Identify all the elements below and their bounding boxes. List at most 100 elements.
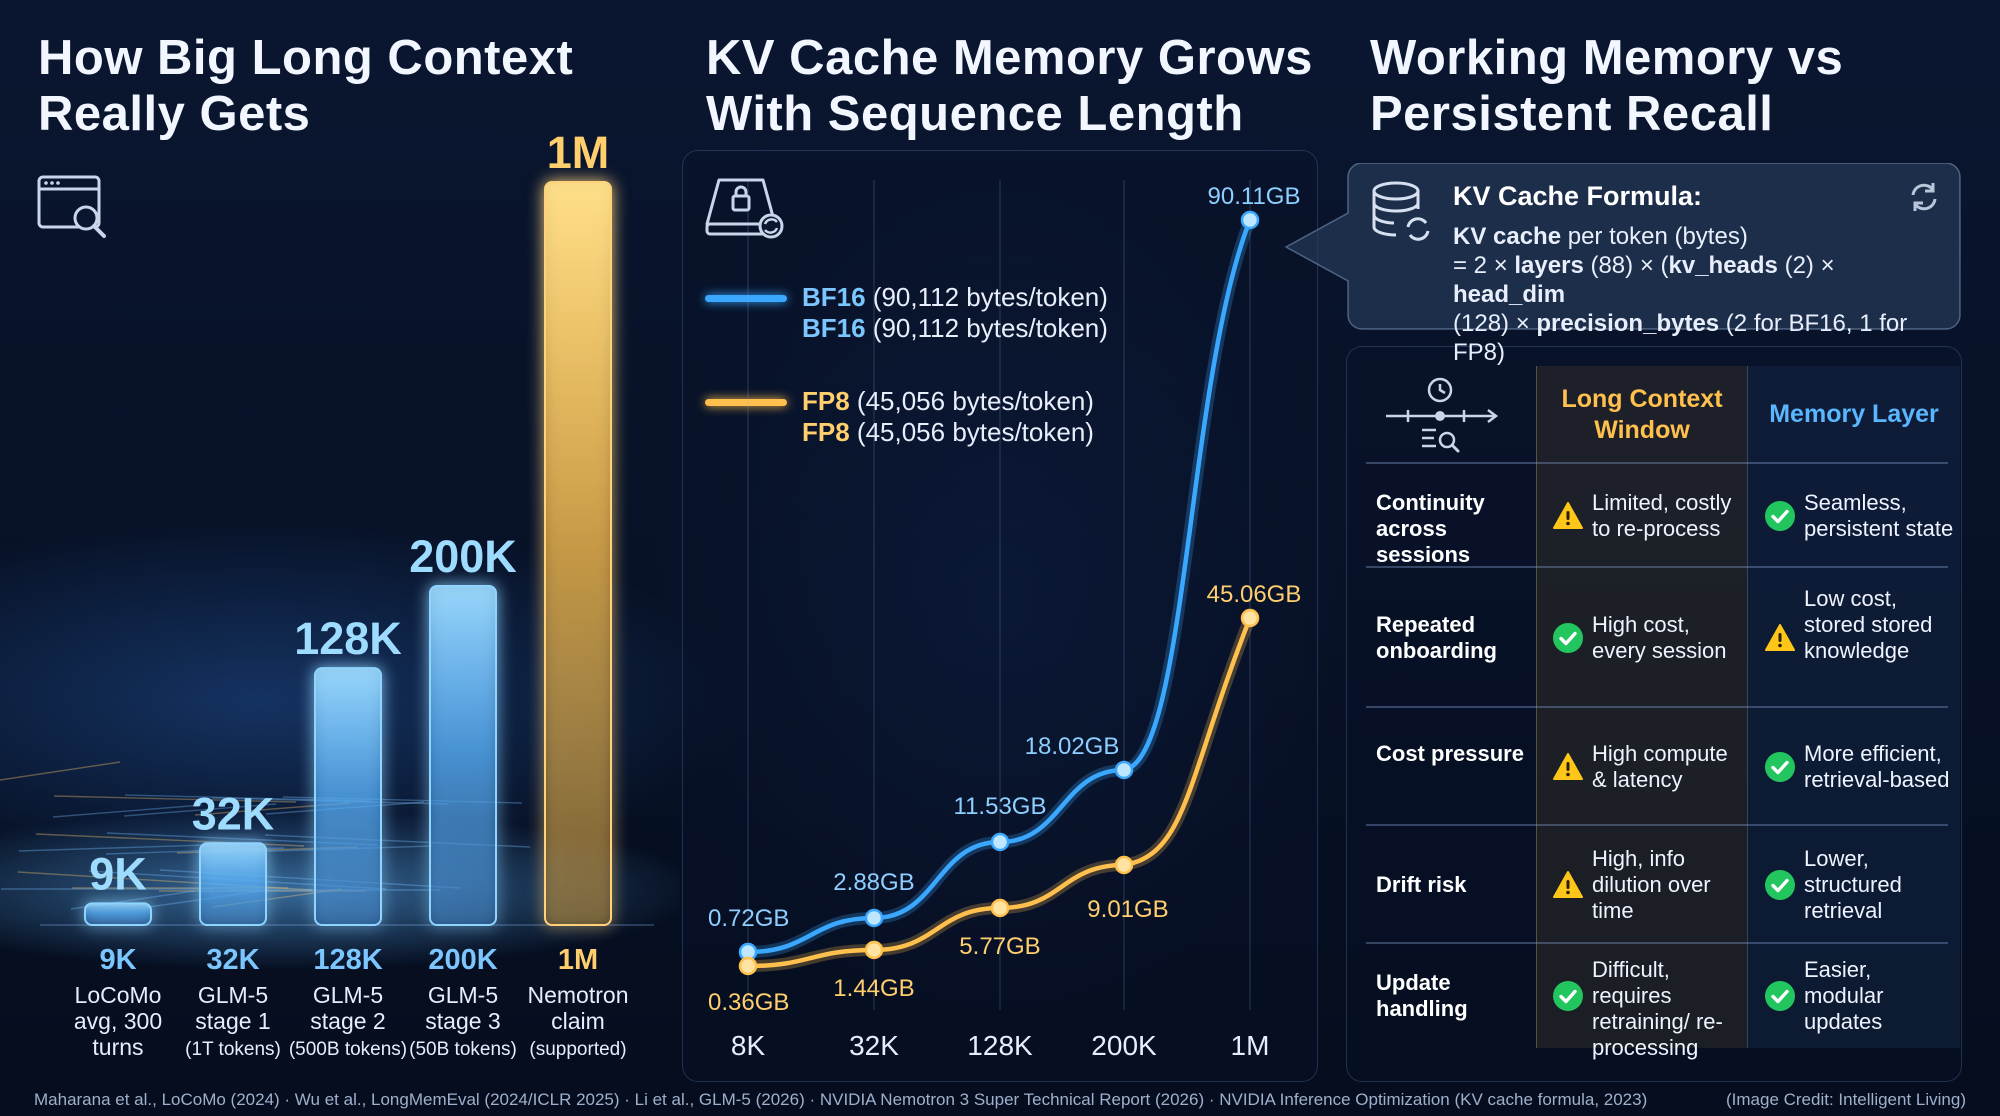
- warning-icon: [1552, 500, 1584, 532]
- data-point: [1240, 210, 1260, 230]
- check-icon: [1552, 622, 1584, 654]
- legend-fp8-name-dup: FP8: [802, 417, 850, 447]
- memory-layer-cell: Lower, structured retrieval: [1804, 846, 1902, 923]
- formula-title: KV Cache Formula:: [1453, 181, 1703, 211]
- legend-bf16-detail: (90,112 bytes/token): [865, 282, 1108, 312]
- data-point: [1114, 760, 1134, 780]
- lock-refresh-icon: [705, 178, 784, 239]
- category-caption: GLM-5: [198, 982, 268, 1008]
- legend-bf16-line1: BF16 (90,112 bytes/token): [802, 282, 1108, 313]
- category-caption: stage 2: [310, 1008, 385, 1034]
- category-label: 128K: [313, 944, 382, 976]
- bar-200K: [429, 585, 497, 926]
- row-divider: [1366, 942, 1948, 944]
- image-credit: (Image Credit: Intelligent Living): [1725, 1090, 1966, 1109]
- memory-layer-cell: Low cost, stored stored knowledge: [1804, 586, 1933, 663]
- legend-fp8-line2: FP8 (45,056 bytes/token): [802, 417, 1094, 448]
- kv-legend: BF16 (90,112 bytes/token) BF16 (90,112 b…: [705, 282, 1145, 454]
- data-point: [990, 898, 1010, 918]
- long-context-cell: High compute & latency: [1592, 741, 1728, 792]
- long-context-cell: High cost, every session: [1592, 612, 1727, 663]
- category-caption: LoCoMo: [75, 982, 162, 1008]
- panel-memory-frame: [1346, 346, 1962, 1082]
- category-caption: turns: [92, 1034, 143, 1060]
- data-point: [738, 956, 758, 976]
- legend-fp8-detail: (45,056 bytes/token): [849, 386, 1094, 416]
- legend-bf16-line2: BF16 (90,112 bytes/token): [802, 313, 1108, 344]
- check-icon: [1764, 869, 1796, 901]
- legend-bf16-detail-dup: (90,112 bytes/token): [865, 313, 1108, 343]
- panel3-title: Working Memory vs Persistent Recall: [1370, 30, 1843, 142]
- refresh-icon: [1911, 183, 1937, 211]
- series-line-fp8: [745, 615, 1253, 969]
- col1-header: Long Context Window: [1561, 384, 1723, 444]
- panel2-title-line2: With Sequence Length: [706, 87, 1244, 141]
- long-context-cell: Limited, costly to re-process: [1592, 490, 1732, 541]
- check-icon: [1764, 751, 1796, 783]
- long-context-cell: High, info dilution over time: [1592, 846, 1711, 923]
- formula-card: KV Cache Formula: KV cache per token (by…: [1284, 163, 1961, 366]
- bar-32K: [199, 842, 267, 926]
- x-tick-label: 8K: [731, 1030, 766, 1061]
- panel2-title-line1: KV Cache Memory Grows: [706, 31, 1313, 85]
- data-label: 90.11GB: [1208, 183, 1301, 210]
- formula-line1: KV cache per token (bytes): [1453, 223, 1748, 250]
- x-tick-label: 128K: [967, 1030, 1033, 1061]
- data-point: [990, 832, 1010, 852]
- check-icon: [1552, 980, 1584, 1012]
- category-caption: (supported): [529, 1039, 626, 1060]
- panel3-title-line1: Working Memory vs: [1370, 31, 1844, 85]
- data-point: [864, 940, 884, 960]
- bar-value-label: 32K: [192, 788, 275, 839]
- category-caption: Nemotron: [528, 982, 629, 1008]
- legend-bf16: BF16 (90,112 bytes/token) BF16 (90,112 b…: [705, 282, 1145, 350]
- warning-icon: [1552, 869, 1584, 901]
- data-label: 45.06GB: [1207, 581, 1302, 608]
- light-streak: [18, 844, 207, 852]
- bar-value-label: 9K: [89, 848, 147, 899]
- row-divider: [1366, 462, 1948, 464]
- legend-fp8: FP8 (45,056 bytes/token) FP8 (45,056 byt…: [705, 386, 1145, 454]
- timeline-search-icon: [1386, 377, 1499, 453]
- col2-bg: [1748, 366, 1960, 1048]
- category-label: 9K: [99, 944, 136, 976]
- data-label: 5.77GB: [959, 933, 1040, 960]
- formula-text: KV Cache Formula: KV cache per token (by…: [1453, 181, 1953, 367]
- legend-fp8-detail-dup: (45,056 bytes/token): [849, 417, 1094, 447]
- source-citations: Maharana et al., LoCoMo (2024) · Wu et a…: [34, 1090, 1648, 1109]
- bar-value-label: 1M: [547, 127, 610, 178]
- panel-kv-frame: [682, 150, 1318, 1082]
- database-refresh-icon: [1372, 181, 1430, 241]
- category-label: 32K: [206, 944, 259, 976]
- legend-bf16-name: BF16: [802, 282, 866, 312]
- category-caption: (500B tokens): [289, 1039, 407, 1060]
- data-label: 11.53GB: [954, 793, 1047, 820]
- category-caption: (1T tokens): [185, 1039, 281, 1060]
- row-divider: [1366, 566, 1948, 568]
- category-caption: GLM-5: [428, 982, 498, 1008]
- category-caption: claim: [551, 1008, 605, 1034]
- panel1-title-line2: Really Gets: [38, 87, 311, 141]
- category-label: 200K: [428, 944, 497, 976]
- category-label: 1M: [558, 944, 598, 976]
- formula-card-shape: [1284, 163, 1961, 330]
- memory-layer-cell: Easier, modular updates: [1804, 957, 1884, 1034]
- row-label: Repeated onboarding: [1376, 612, 1497, 663]
- light-streak: [123, 803, 277, 817]
- row-label: Continuity across sessions: [1376, 490, 1485, 567]
- search-window-icon: [37, 175, 106, 238]
- x-tick-label: 200K: [1091, 1030, 1157, 1061]
- category-caption: GLM-5: [313, 982, 383, 1008]
- warning-icon: [1552, 751, 1584, 783]
- series-line-bf16: [745, 217, 1253, 955]
- data-point: [1114, 855, 1134, 875]
- legend-fp8-line1: FP8 (45,056 bytes/token): [802, 386, 1094, 417]
- row-label: Drift risk: [1376, 872, 1467, 897]
- legend-fp8-name: FP8: [802, 386, 850, 416]
- bar-value-label: 200K: [409, 531, 517, 582]
- col1-bg: [1536, 366, 1748, 1048]
- legend-bf16-name-dup: BF16: [802, 313, 866, 343]
- x-tick-label: 1M: [1231, 1030, 1270, 1061]
- panel3-title-line2: Persistent Recall: [1370, 87, 1774, 141]
- data-point: [1240, 608, 1260, 628]
